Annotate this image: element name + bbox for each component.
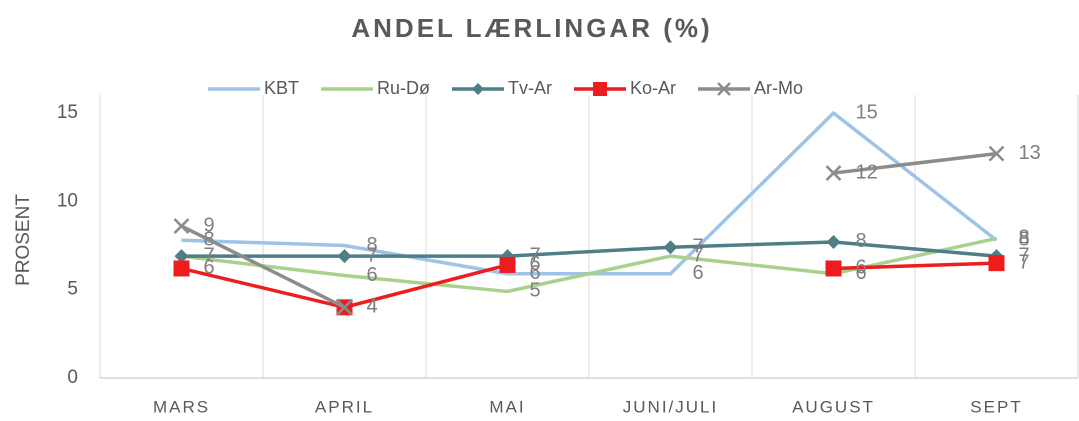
- chart-title: ANDEL LÆRLINGAR (%): [351, 13, 712, 43]
- data-label: 4: [367, 296, 378, 318]
- data-label: 7: [693, 236, 704, 258]
- legend-item: Ar-Mo: [698, 78, 803, 98]
- y-tick-label: 5: [67, 279, 78, 300]
- marker: [499, 256, 516, 273]
- data-label: 8: [1019, 228, 1030, 250]
- legend-item: Ko-Ar: [574, 78, 676, 98]
- x-tick-label: JUNI/JULI: [623, 397, 718, 416]
- data-label: 8: [367, 234, 378, 256]
- legend-item: KBT: [208, 78, 299, 98]
- y-tick-label: 15: [57, 102, 78, 123]
- marker: [826, 234, 841, 249]
- data-label: 9: [204, 214, 215, 236]
- series-line: [181, 240, 997, 258]
- marker: [337, 249, 352, 264]
- marker: [663, 240, 678, 255]
- data-label: 7: [1019, 251, 1030, 273]
- x-tick-label: AUGUST: [792, 397, 875, 416]
- marker: [174, 249, 189, 264]
- y-tick-label: 10: [57, 190, 78, 211]
- data-label: 7: [1019, 244, 1030, 266]
- data-label: 8: [856, 230, 867, 252]
- marker: [173, 218, 190, 234]
- y-axis-label: PROSENT: [13, 194, 34, 286]
- y-tick-label: 0: [67, 367, 78, 388]
- data-label: 6: [367, 264, 378, 286]
- marker: [825, 260, 842, 277]
- data-label: 6: [693, 262, 704, 284]
- data-label: 6: [856, 257, 867, 279]
- data-label: 7: [204, 244, 215, 266]
- data-label: 6: [856, 262, 867, 284]
- legend-label: Ru-Dø: [377, 78, 430, 98]
- data-label: 6: [530, 262, 541, 284]
- legend-label: Ko-Ar: [630, 78, 676, 98]
- data-label: 7: [693, 244, 704, 266]
- data-label: 5: [530, 280, 541, 302]
- data-label: 8: [1019, 227, 1030, 249]
- series-line: [180, 151, 997, 309]
- data-label: 12: [856, 161, 878, 183]
- legend-item: Ru-Dø: [321, 78, 430, 98]
- legend-label: Ar-Mo: [754, 78, 803, 98]
- marker: [173, 260, 190, 277]
- x-tick-label: MAI: [489, 397, 525, 416]
- legend-marker: [593, 82, 608, 96]
- marker: [336, 299, 353, 316]
- marker: [988, 255, 1005, 272]
- data-label: 7: [530, 244, 541, 266]
- x-tick-label: SEPT: [970, 397, 1022, 416]
- data-label: 7: [367, 244, 378, 266]
- data-label: 6: [204, 257, 215, 279]
- x-tick-label: APRIL: [315, 397, 374, 416]
- legend-label: Tv-Ar: [508, 78, 552, 98]
- x-tick-label: MARS: [153, 397, 210, 416]
- legend-label: KBT: [264, 78, 299, 98]
- data-label: 13: [1019, 142, 1041, 164]
- marker: [988, 145, 1005, 162]
- legend-marker: [472, 83, 485, 95]
- data-label: 4: [367, 296, 378, 318]
- legend-item: Tv-Ar: [452, 78, 552, 98]
- data-label: 15: [856, 101, 878, 123]
- data-label: 6: [530, 253, 541, 275]
- marker: [825, 165, 842, 181]
- legend-marker: [717, 82, 731, 96]
